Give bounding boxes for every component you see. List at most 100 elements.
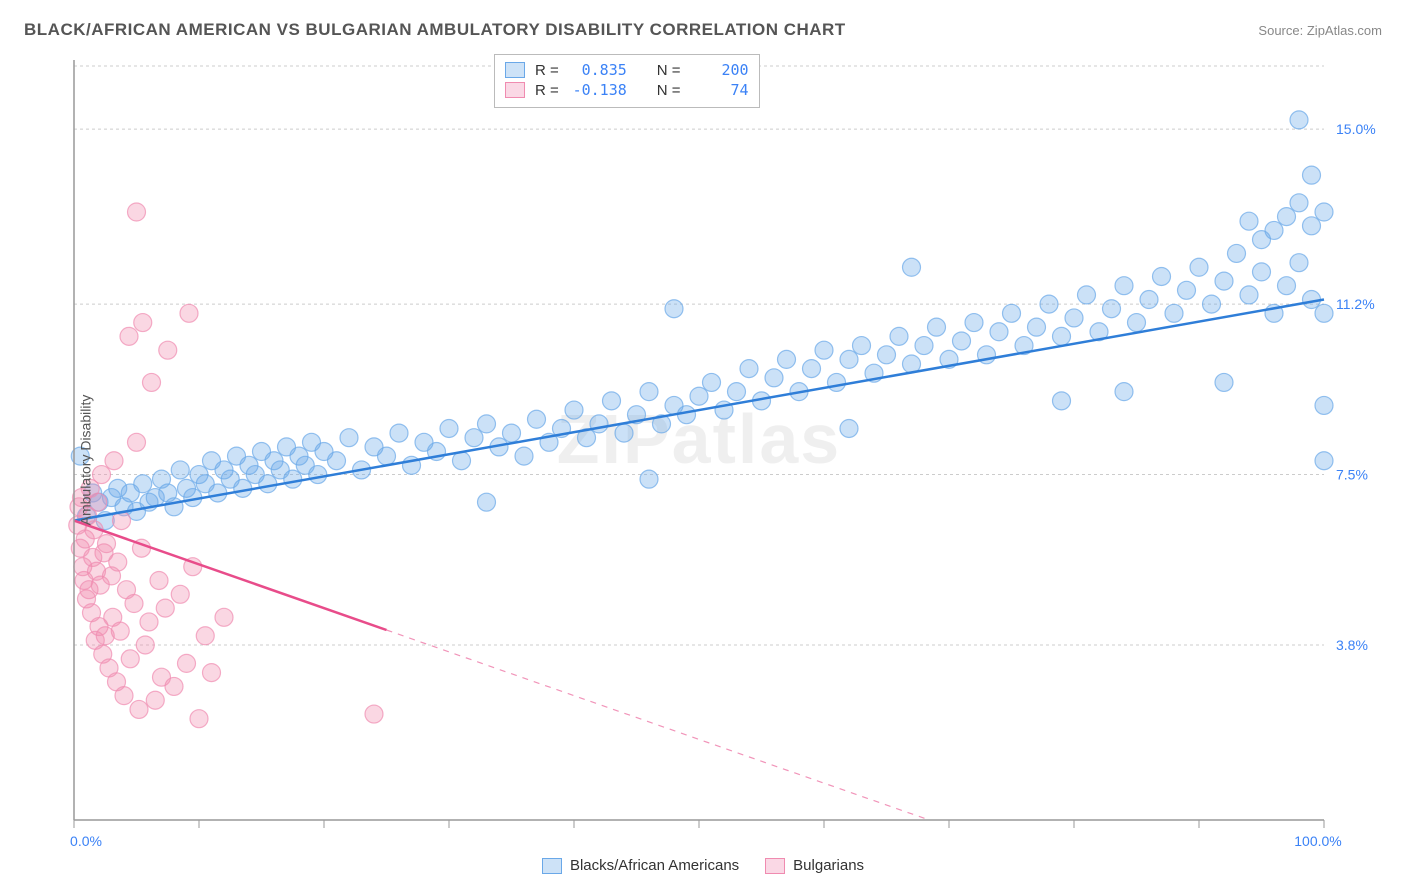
data-point xyxy=(136,636,154,654)
data-point xyxy=(1203,295,1221,313)
data-point xyxy=(1315,203,1333,221)
data-point xyxy=(125,595,143,613)
legend-item-blacks[interactable]: Blacks/African Americans xyxy=(542,857,739,874)
data-point xyxy=(159,341,177,359)
data-point xyxy=(1265,221,1283,239)
data-point xyxy=(120,327,138,345)
data-point xyxy=(740,360,758,378)
y-gridline-label: 11.2% xyxy=(1336,296,1375,312)
data-point xyxy=(1278,277,1296,295)
data-point xyxy=(365,705,383,723)
data-point xyxy=(109,553,127,571)
data-point xyxy=(778,350,796,368)
data-point xyxy=(328,452,346,470)
data-point xyxy=(1165,304,1183,322)
data-point xyxy=(1128,314,1146,332)
data-point xyxy=(284,470,302,488)
data-point xyxy=(1303,166,1321,184)
y-gridline-label: 15.0% xyxy=(1336,121,1376,137)
stats-row-blacks: R =0.835N =200 xyxy=(505,61,749,79)
data-point xyxy=(1103,300,1121,318)
data-point xyxy=(890,327,908,345)
regression-line-blacks xyxy=(74,300,1324,521)
data-point xyxy=(140,613,158,631)
data-point xyxy=(1290,254,1308,272)
data-point xyxy=(1040,295,1058,313)
data-point xyxy=(1315,396,1333,414)
data-point xyxy=(840,350,858,368)
data-point xyxy=(528,410,546,428)
chart-container: BLACK/AFRICAN AMERICAN VS BULGARIAN AMBU… xyxy=(0,0,1406,892)
data-point xyxy=(478,415,496,433)
data-point xyxy=(1178,281,1196,299)
data-point xyxy=(728,383,746,401)
data-point xyxy=(828,373,846,391)
data-point xyxy=(165,677,183,695)
data-point xyxy=(840,419,858,437)
swatch-icon xyxy=(505,82,525,98)
data-point xyxy=(171,461,189,479)
data-point xyxy=(165,498,183,516)
data-point xyxy=(440,419,458,437)
data-point xyxy=(171,585,189,603)
data-point xyxy=(203,664,221,682)
data-point xyxy=(1053,392,1071,410)
data-point xyxy=(180,304,198,322)
data-point xyxy=(803,360,821,378)
data-point xyxy=(1215,373,1233,391)
data-point xyxy=(1065,309,1083,327)
data-point xyxy=(915,337,933,355)
regression-line-bulgarians-dashed xyxy=(387,630,930,820)
source-name[interactable]: ZipAtlas.com xyxy=(1307,23,1382,38)
data-point xyxy=(465,429,483,447)
data-point xyxy=(1115,277,1133,295)
data-point xyxy=(690,387,708,405)
data-point xyxy=(1303,217,1321,235)
r-value: 0.835 xyxy=(571,61,627,79)
swatch-icon xyxy=(505,62,525,78)
data-point xyxy=(565,401,583,419)
chart-title: BLACK/AFRICAN AMERICAN VS BULGARIAN AMBU… xyxy=(24,20,846,40)
data-point xyxy=(515,447,533,465)
legend-item-bulgarians[interactable]: Bulgarians xyxy=(765,857,864,874)
x-tick-label: 100.0% xyxy=(1294,833,1341,849)
y-axis-label: Ambulatory Disability xyxy=(77,395,93,526)
data-point xyxy=(503,424,521,442)
data-point xyxy=(1190,258,1208,276)
data-point xyxy=(146,691,164,709)
source-attribution: Source: ZipAtlas.com xyxy=(1258,23,1382,38)
swatch-icon xyxy=(542,858,562,874)
data-point xyxy=(309,466,327,484)
data-point xyxy=(128,433,146,451)
header-row: BLACK/AFRICAN AMERICAN VS BULGARIAN AMBU… xyxy=(24,20,1382,40)
data-point xyxy=(1215,272,1233,290)
data-point xyxy=(215,608,233,626)
data-point xyxy=(478,493,496,511)
data-point xyxy=(1078,286,1096,304)
data-point xyxy=(1290,194,1308,212)
stats-box: R =0.835N =200R =-0.138N =74 xyxy=(494,54,760,108)
data-point xyxy=(640,470,658,488)
legend-label: Bulgarians xyxy=(793,857,864,874)
data-point xyxy=(815,341,833,359)
data-point xyxy=(603,392,621,410)
data-point xyxy=(1053,327,1071,345)
data-point xyxy=(1140,291,1158,309)
x-tick-label: 0.0% xyxy=(70,833,102,849)
data-point xyxy=(665,300,683,318)
data-point xyxy=(765,369,783,387)
data-point xyxy=(234,479,252,497)
data-point xyxy=(98,535,116,553)
chart-wrap: Ambulatory Disability 3.8%7.5%11.2%15.0%… xyxy=(24,50,1382,870)
data-point xyxy=(1115,383,1133,401)
data-point xyxy=(1290,111,1308,129)
data-point xyxy=(1315,304,1333,322)
data-point xyxy=(678,406,696,424)
r-label: R = xyxy=(535,62,559,79)
data-point xyxy=(853,337,871,355)
data-point xyxy=(178,654,196,672)
data-point xyxy=(259,475,277,493)
r-label: R = xyxy=(535,82,559,99)
data-point xyxy=(1153,267,1171,285)
bottom-legend: Blacks/African Americans Bulgarians xyxy=(24,857,1382,874)
